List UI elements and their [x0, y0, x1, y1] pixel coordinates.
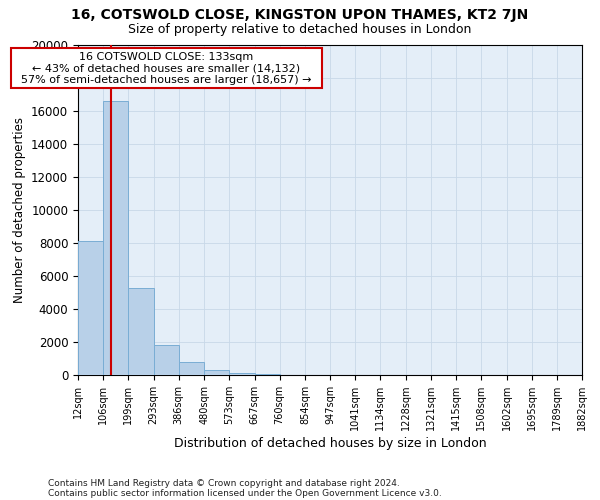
Text: Size of property relative to detached houses in London: Size of property relative to detached ho…: [128, 22, 472, 36]
X-axis label: Distribution of detached houses by size in London: Distribution of detached houses by size …: [173, 437, 487, 450]
Text: Contains HM Land Registry data © Crown copyright and database right 2024.: Contains HM Land Registry data © Crown c…: [48, 478, 400, 488]
Bar: [179, 362, 204, 375]
Bar: [128, 288, 154, 375]
Y-axis label: Number of detached properties: Number of detached properties: [13, 117, 26, 303]
Bar: [103, 101, 128, 375]
Bar: [204, 370, 229, 375]
Bar: [229, 372, 254, 375]
Text: 16, COTSWOLD CLOSE, KINGSTON UPON THAMES, KT2 7JN: 16, COTSWOLD CLOSE, KINGSTON UPON THAMES…: [71, 8, 529, 22]
Bar: [78, 242, 103, 375]
Bar: [254, 374, 280, 375]
Bar: [154, 346, 179, 375]
Text: Contains public sector information licensed under the Open Government Licence v3: Contains public sector information licen…: [48, 488, 442, 498]
Text: 16 COTSWOLD CLOSE: 133sqm  
  ← 43% of detached houses are smaller (14,132)  
  : 16 COTSWOLD CLOSE: 133sqm ← 43% of detac…: [14, 52, 319, 85]
